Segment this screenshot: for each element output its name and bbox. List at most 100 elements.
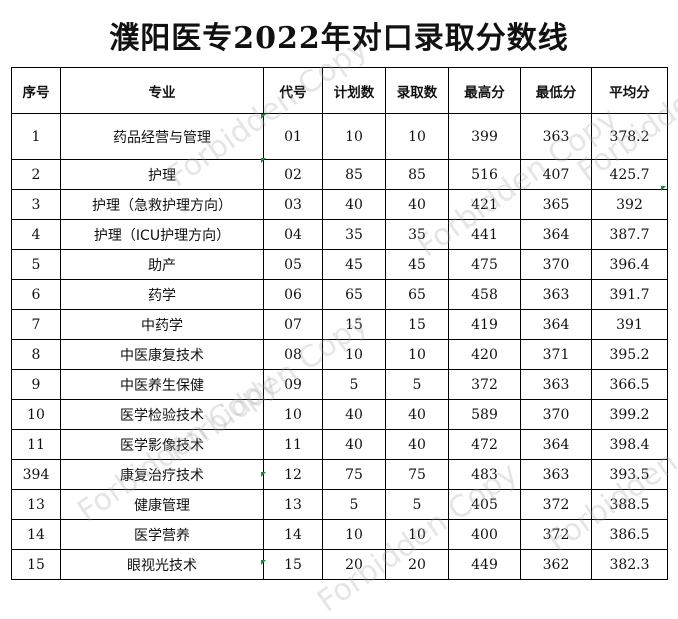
cell-min: 363 bbox=[520, 113, 592, 160]
cell-index: 394 bbox=[11, 459, 61, 490]
cell-avg: 391.7 bbox=[591, 279, 668, 310]
cell-index: 10 bbox=[11, 399, 61, 430]
table-row: 1 药品经营与管理 01 10 10 399 363 378.2 bbox=[11, 113, 668, 160]
cell-avg: 387.7 bbox=[591, 219, 668, 250]
cell-plan: 5 bbox=[322, 489, 386, 520]
table-row: 9 中医养生保健 09 5 5 372 363 366.5 bbox=[11, 369, 668, 400]
table-row: 5 助产 05 45 45 475 370 396.4 bbox=[11, 249, 668, 280]
cell-max: 399 bbox=[448, 113, 521, 160]
cell-plan: 10 bbox=[322, 113, 386, 160]
cell-max: 458 bbox=[448, 279, 521, 310]
cell-major: 眼视光技术 bbox=[60, 549, 264, 580]
cell-avg: 398.4 bbox=[591, 429, 668, 460]
cell-max: 483 bbox=[448, 459, 521, 490]
cell-code: 14 bbox=[263, 519, 323, 550]
header-code: 代号 bbox=[263, 67, 323, 114]
cell-min: 372 bbox=[520, 519, 592, 550]
cell-max: 472 bbox=[448, 429, 521, 460]
cell-index: 7 bbox=[11, 309, 61, 340]
cell-major: 护理 bbox=[60, 159, 264, 190]
table-row: 14 医学营养 14 10 10 400 372 386.5 bbox=[11, 519, 668, 550]
cell-avg: 382.3 bbox=[591, 549, 668, 580]
cell-admitted: 10 bbox=[385, 339, 449, 370]
cell-avg: 425.7 bbox=[591, 159, 668, 190]
cell-code: 09 bbox=[263, 369, 323, 400]
cell-code: 08 bbox=[263, 339, 323, 370]
cell-plan: 40 bbox=[322, 189, 386, 220]
cell-plan: 20 bbox=[322, 549, 386, 580]
cell-max: 419 bbox=[448, 309, 521, 340]
cell-code: 04 bbox=[263, 219, 323, 250]
page-title: 濮阳医专2022年对口录取分数线 bbox=[109, 21, 569, 56]
table-row: 2 护理 02 85 85 516 407 425.7 bbox=[11, 159, 668, 190]
cell-admitted: 10 bbox=[385, 113, 449, 160]
cell-admitted: 45 bbox=[385, 249, 449, 280]
header-max: 最高分 bbox=[448, 67, 521, 114]
cell-marker bbox=[261, 114, 266, 119]
cell-major: 药品经营与管理 bbox=[60, 113, 264, 160]
header-admitted: 录取数 bbox=[385, 67, 449, 114]
cell-code: 13 bbox=[263, 489, 323, 520]
cell-plan: 5 bbox=[322, 369, 386, 400]
admission-score-table: 序号 专业 代号 计划数 录取数 最高分 最低分 平均分 1 药品经营与管理 01 1… bbox=[11, 67, 668, 580]
cell-admitted: 40 bbox=[385, 189, 449, 220]
cell-plan: 75 bbox=[322, 459, 386, 490]
cell-major: 医学营养 bbox=[60, 519, 264, 550]
header-major: 专业 bbox=[60, 67, 264, 114]
table-row: 10 医学检验技术 10 40 40 589 370 399.2 bbox=[11, 399, 668, 430]
cell-min: 370 bbox=[520, 399, 592, 430]
cell-marker bbox=[261, 560, 266, 565]
cell-admitted: 65 bbox=[385, 279, 449, 310]
cell-plan: 40 bbox=[322, 399, 386, 430]
cell-code: 11 bbox=[263, 429, 323, 460]
cell-max: 405 bbox=[448, 489, 521, 520]
header-index: 序号 bbox=[11, 67, 61, 114]
cell-marker bbox=[261, 472, 266, 477]
cell-code: 15 bbox=[263, 549, 323, 580]
cell-code: 07 bbox=[263, 309, 323, 340]
cell-plan: 40 bbox=[322, 429, 386, 460]
table-body: 1 药品经营与管理 01 10 10 399 363 378.2 2 护理 02 85 85 516 407… bbox=[11, 113, 668, 580]
cell-index: 3 bbox=[11, 189, 61, 220]
header-avg: 平均分 bbox=[591, 67, 668, 114]
cell-code: 12 bbox=[263, 459, 323, 490]
cell-avg: 386.5 bbox=[591, 519, 668, 550]
header-plan: 计划数 bbox=[322, 67, 386, 114]
cell-max: 372 bbox=[448, 369, 521, 400]
cell-avg: 378.2 bbox=[591, 113, 668, 160]
cell-major: 医学检验技术 bbox=[60, 399, 264, 430]
cell-major: 助产 bbox=[60, 249, 264, 280]
table-row: 6 药学 06 65 65 458 363 391.7 bbox=[11, 279, 668, 310]
cell-major: 中药学 bbox=[60, 309, 264, 340]
table-row: 4 护理（ICU护理方向） 04 35 35 441 364 387.7 bbox=[11, 219, 668, 250]
table-row: 11 医学影像技术 11 40 40 472 364 398.4 bbox=[11, 429, 668, 460]
cell-avg: 393.5 bbox=[591, 459, 668, 490]
cell-min: 372 bbox=[520, 489, 592, 520]
cell-index: 5 bbox=[11, 249, 61, 280]
cell-index: 11 bbox=[11, 429, 61, 460]
cell-admitted: 5 bbox=[385, 369, 449, 400]
cell-avg: 396.4 bbox=[591, 249, 668, 280]
cell-min: 363 bbox=[520, 459, 592, 490]
cell-index: 4 bbox=[11, 219, 61, 250]
cell-marker bbox=[661, 186, 666, 191]
cell-major: 健康管理 bbox=[60, 489, 264, 520]
cell-min: 364 bbox=[520, 429, 592, 460]
cell-index: 14 bbox=[11, 519, 61, 550]
cell-avg: 399.2 bbox=[591, 399, 668, 430]
cell-code: 05 bbox=[263, 249, 323, 280]
cell-marker bbox=[261, 158, 266, 163]
cell-min: 364 bbox=[520, 309, 592, 340]
cell-avg: 395.2 bbox=[591, 339, 668, 370]
cell-max: 421 bbox=[448, 189, 521, 220]
cell-plan: 10 bbox=[322, 339, 386, 370]
cell-index: 6 bbox=[11, 279, 61, 310]
cell-plan: 45 bbox=[322, 249, 386, 280]
cell-min: 363 bbox=[520, 279, 592, 310]
cell-index: 2 bbox=[11, 159, 61, 190]
cell-admitted: 85 bbox=[385, 159, 449, 190]
cell-max: 449 bbox=[448, 549, 521, 580]
table-row: 3 护理（急救护理方向） 03 40 40 421 365 392 bbox=[11, 189, 668, 220]
cell-min: 364 bbox=[520, 219, 592, 250]
cell-admitted: 20 bbox=[385, 549, 449, 580]
